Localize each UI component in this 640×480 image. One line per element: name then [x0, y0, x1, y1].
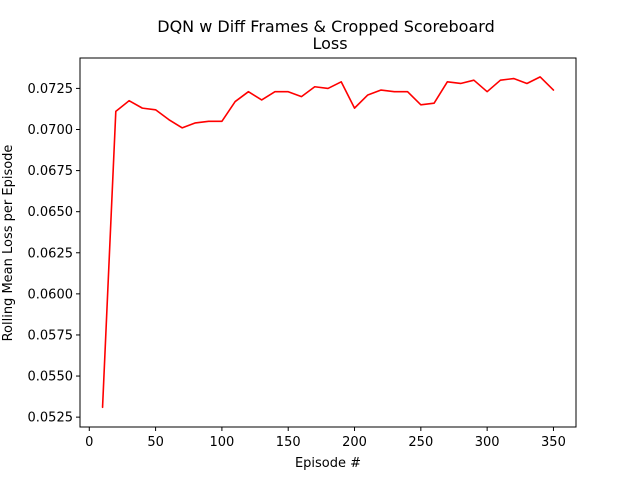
- x-axis-label: Episode #: [295, 456, 361, 471]
- x-tick-label: 250: [408, 435, 433, 450]
- chart-title-line-2: Loss: [312, 34, 347, 53]
- y-tick-label: 0.0600: [28, 287, 74, 302]
- y-tick-label: 0.0700: [28, 123, 74, 138]
- loss-series-line: [101, 76, 555, 409]
- x-tick-label: 200: [342, 435, 367, 450]
- y-tick-label: 0.0725: [28, 82, 74, 97]
- y-tick-label: 0.0525: [28, 411, 74, 426]
- x-tick-label: 100: [209, 435, 234, 450]
- x-axis-ticks: 0 50 100 150 200 250 300 350: [85, 427, 566, 450]
- chart-title-line-1: DQN w Diff Frames & Cropped Scoreboard: [157, 17, 494, 36]
- y-tick-label: 0.0675: [28, 164, 74, 179]
- y-axis-ticks: 0.0525 0.0550 0.0575 0.0600 0.0625 0.0650 0.06…: [28, 82, 80, 426]
- x-tick-label: 150: [276, 435, 301, 450]
- x-tick-label: 300: [475, 435, 500, 450]
- x-tick-label: 50: [147, 435, 164, 450]
- y-tick-label: 0.0550: [28, 370, 74, 385]
- x-tick-label: 350: [541, 435, 566, 450]
- series-layer: [101, 76, 555, 409]
- plot-frame: [79, 57, 577, 428]
- y-tick-label: 0.0625: [28, 246, 74, 261]
- y-axis-label: Rolling Mean Loss per Episode: [1, 145, 16, 342]
- y-tick-label: 0.0575: [28, 328, 74, 343]
- x-tick-label: 0: [85, 435, 93, 450]
- plot-area: 0 50 100 150 200 250 300 350 0.0525 0.0550 0.0575…: [28, 57, 577, 450]
- y-tick-label: 0.0650: [28, 205, 74, 220]
